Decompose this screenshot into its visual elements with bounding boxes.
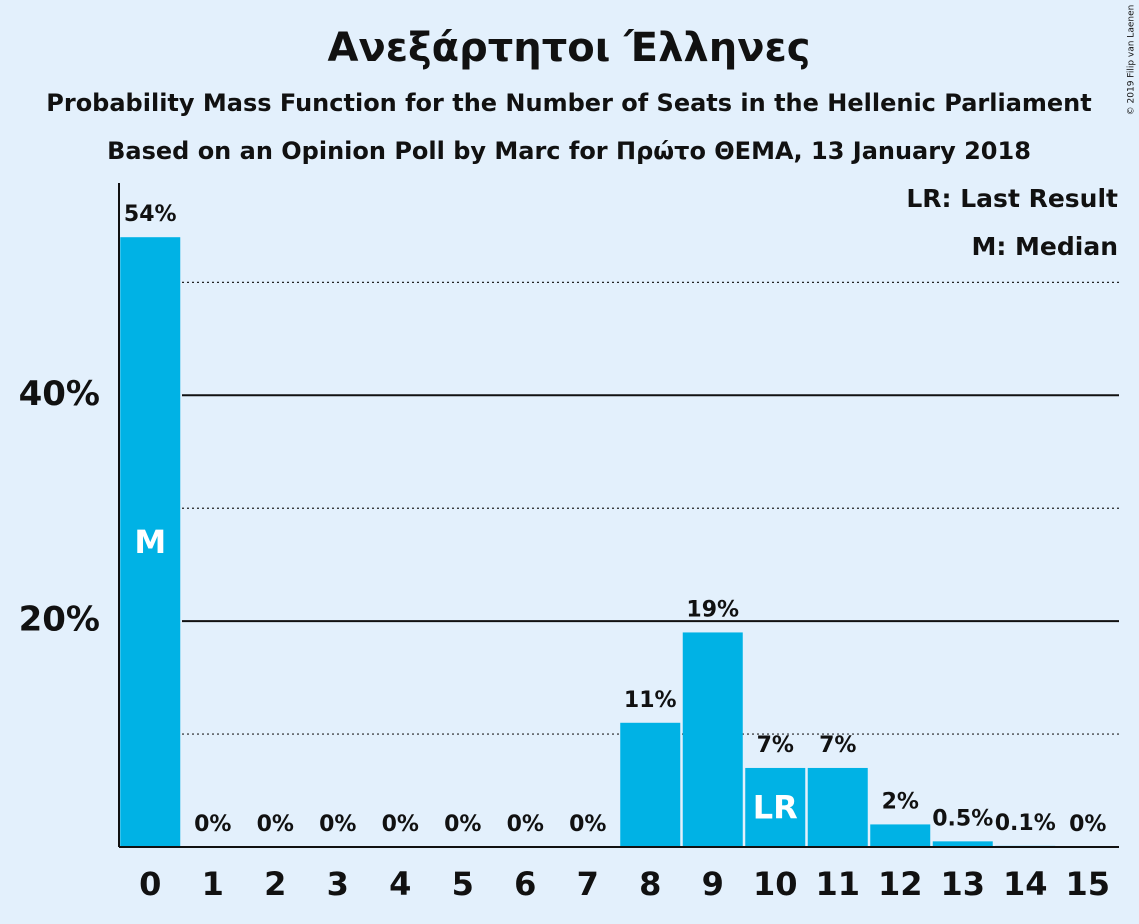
value-label: 0% <box>319 812 356 837</box>
value-label: 0% <box>444 812 481 837</box>
value-label: 0% <box>569 812 606 837</box>
value-label: 2% <box>882 789 919 814</box>
value-label: 0% <box>194 812 231 837</box>
x-tick-label: 10 <box>753 865 798 903</box>
value-label: 7% <box>757 733 794 758</box>
value-label: 0.5% <box>932 806 993 831</box>
x-tick-label: 1 <box>202 865 224 903</box>
x-tick-label: 7 <box>577 865 599 903</box>
bar-marker: M <box>134 523 166 561</box>
x-tick-label: 5 <box>452 865 474 903</box>
value-label: 0% <box>1069 812 1106 837</box>
x-tick-label: 14 <box>1003 865 1048 903</box>
x-tick-label: 12 <box>878 865 923 903</box>
value-label: 11% <box>624 688 677 713</box>
y-tick-label: 20% <box>19 600 100 640</box>
x-tick-label: 0 <box>139 865 161 903</box>
value-label: 7% <box>819 733 856 758</box>
x-tick-label: 6 <box>514 865 536 903</box>
copyright: © 2019 Filip van Laenen <box>1127 5 1137 116</box>
bar <box>745 767 806 847</box>
x-tick-label: 8 <box>639 865 661 903</box>
x-tick-label: 2 <box>264 865 286 903</box>
legend-entry: LR: Last Result <box>906 184 1118 213</box>
bar <box>807 767 868 847</box>
x-tick-label: 9 <box>702 865 724 903</box>
bar <box>932 841 993 847</box>
value-label: 0% <box>257 812 294 837</box>
chart-subtitle: Based on an Opinion Poll by Marc for Πρώ… <box>107 137 1031 165</box>
x-tick-label: 11 <box>815 865 860 903</box>
bar <box>682 632 743 847</box>
legend-entry: M: Median <box>971 232 1118 261</box>
value-label: 54% <box>124 202 177 227</box>
bar <box>870 824 931 847</box>
bar <box>620 722 681 847</box>
chart-subtitle: Probability Mass Function for the Number… <box>46 89 1091 117</box>
x-tick-label: 4 <box>389 865 411 903</box>
x-tick-label: 3 <box>327 865 349 903</box>
bar-marker: LR <box>753 788 798 826</box>
value-label: 0% <box>507 812 544 837</box>
value-label: 19% <box>686 597 739 622</box>
y-tick-label: 40% <box>19 374 100 414</box>
value-label: 0% <box>382 812 419 837</box>
bar <box>120 237 181 847</box>
x-tick-label: 13 <box>940 865 985 903</box>
value-label: 0.1% <box>995 811 1056 836</box>
x-tick-label: 15 <box>1065 865 1110 903</box>
chart-title: Ανεξάρτητοι Έλληνες <box>328 25 811 71</box>
